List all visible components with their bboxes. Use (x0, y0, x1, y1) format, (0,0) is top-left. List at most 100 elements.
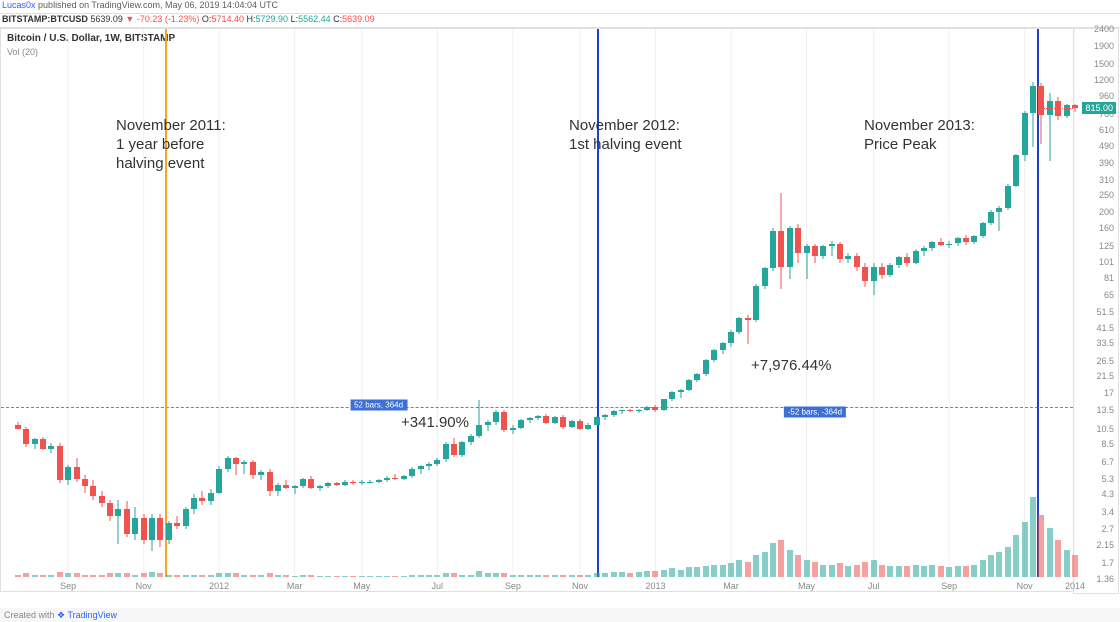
candle (929, 241, 935, 251)
candle (233, 457, 239, 474)
candle (837, 242, 843, 263)
current-price-badge: 815.00 (1082, 102, 1116, 114)
volume-bar (1005, 547, 1011, 577)
candle (921, 246, 927, 255)
volume-bar (48, 575, 54, 577)
candle (560, 415, 566, 429)
candle (971, 235, 977, 243)
range-badge: 52 bars, 364d (350, 399, 407, 410)
candle (292, 485, 298, 495)
volume-bar (443, 573, 449, 577)
volume-bar (149, 572, 155, 577)
candle (107, 500, 113, 521)
candle (115, 500, 121, 544)
candle (476, 400, 482, 438)
volume-bar (527, 575, 533, 577)
candle (527, 417, 533, 423)
candle (376, 479, 382, 483)
volume-bar (778, 540, 784, 577)
last-price-line (1043, 108, 1073, 109)
volume-bar (23, 573, 29, 577)
volume-bar (636, 572, 642, 577)
volume-bar (1072, 555, 1078, 577)
volume-bar (996, 552, 1002, 577)
price-chart[interactable]: Bitcoin / U.S. Dollar, 1W, BITSTAMP Vol … (0, 28, 1074, 592)
volume-bar (510, 575, 516, 577)
volume-bar (1030, 497, 1036, 577)
volume-bar (283, 575, 289, 577)
candle (1030, 82, 1036, 147)
volume-bar (837, 563, 843, 577)
candle (762, 267, 768, 289)
candle (459, 441, 465, 458)
candle (745, 315, 751, 344)
candle (812, 244, 818, 263)
volume-bar (661, 570, 667, 577)
candle (627, 409, 633, 412)
candle (74, 458, 80, 481)
publish-bar: Lucas0x published on TradingView.com, Ma… (0, 0, 1120, 14)
volume-bar (619, 572, 625, 577)
candle (694, 373, 700, 382)
volume-bar (308, 575, 314, 577)
candle (644, 406, 650, 411)
candle (401, 475, 407, 480)
candle (594, 416, 600, 425)
annotation: +7,976.44% (751, 357, 832, 376)
candle (250, 460, 256, 479)
volume-bar (896, 566, 902, 577)
volume-bar (468, 575, 474, 577)
halving-price-line (1, 407, 1073, 408)
candle (359, 480, 365, 484)
symbol: BITSTAMP:BTCUSD (2, 14, 88, 24)
volume-bar (90, 575, 96, 577)
candle (32, 438, 38, 449)
candle (317, 485, 323, 491)
symbol-info-bar: BITSTAMP:BTCUSD 5639.09 ▼ -70.23 (-1.23%… (0, 14, 1120, 28)
volume-bar (787, 550, 793, 577)
volume-bar (459, 575, 465, 577)
candle (946, 241, 952, 248)
volume-bar (988, 555, 994, 577)
volume-bar (577, 575, 583, 577)
volume-bar (720, 565, 726, 577)
volume-bar (913, 565, 919, 577)
candle (418, 465, 424, 474)
volume-bar (409, 575, 415, 577)
event-vline (597, 29, 599, 577)
volume-bar (929, 565, 935, 577)
candle (183, 507, 189, 528)
y-axis: 2400190015001200960760610490390310250200… (1073, 28, 1119, 594)
candle (720, 342, 726, 354)
volume-bar (258, 575, 264, 577)
volume-bar (569, 575, 575, 577)
candle (99, 491, 105, 507)
candle (334, 482, 340, 486)
volume-bar (887, 566, 893, 577)
candle (434, 458, 440, 466)
event-vline (165, 29, 167, 577)
candle (132, 507, 138, 540)
tradingview-logo[interactable]: ❖ TradingView (57, 610, 117, 620)
volume-bar (762, 552, 768, 577)
candle (552, 416, 558, 424)
volume-bar (32, 575, 38, 577)
candle (543, 414, 549, 424)
volume-bar (183, 575, 189, 577)
candle (535, 415, 541, 420)
volume-bar (560, 575, 566, 577)
candle (283, 480, 289, 489)
volume-bar (250, 575, 256, 577)
candle (1047, 93, 1053, 160)
volume-bar (367, 576, 373, 577)
annotation: November 2013:Price Peak (864, 117, 975, 155)
volume-bar (233, 573, 239, 577)
author-link[interactable]: Lucas0x (2, 0, 36, 10)
volume-bar (342, 576, 348, 577)
volume-bar (703, 566, 709, 577)
candle (325, 482, 331, 488)
candle (451, 438, 457, 457)
volume-bar (736, 560, 742, 577)
volume-bar (1038, 515, 1044, 577)
candle (1005, 184, 1011, 210)
